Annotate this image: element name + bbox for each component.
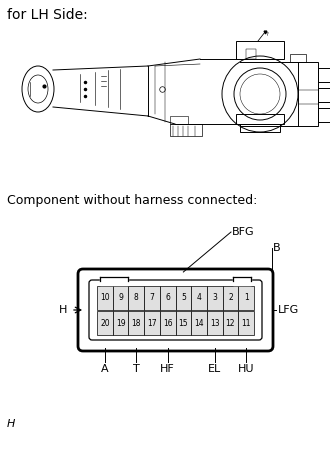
Bar (144, 286, 160, 310)
Bar (236, 41, 284, 59)
Text: 16: 16 (163, 318, 173, 327)
Text: H: H (7, 419, 16, 429)
Bar (223, 286, 238, 310)
Bar (97, 311, 113, 335)
Bar (176, 311, 191, 335)
Bar (238, 311, 254, 335)
Text: A: A (101, 364, 109, 374)
Text: 3: 3 (212, 294, 217, 303)
Bar (240, 124, 280, 132)
Text: B: B (273, 243, 280, 253)
Bar (318, 68, 330, 82)
Text: 6: 6 (165, 294, 170, 303)
Text: 15: 15 (179, 318, 188, 327)
Bar (246, 49, 256, 59)
Bar (318, 108, 330, 122)
Bar (128, 286, 144, 310)
Bar (318, 88, 330, 102)
Bar (144, 311, 160, 335)
Text: 9: 9 (118, 294, 123, 303)
Text: BFG: BFG (232, 227, 255, 237)
Text: 14: 14 (194, 318, 204, 327)
Bar (176, 286, 191, 310)
Bar (160, 286, 176, 310)
Text: T: T (133, 364, 140, 374)
Text: 1: 1 (244, 294, 248, 303)
Text: 7: 7 (149, 294, 154, 303)
Text: 4: 4 (197, 294, 202, 303)
Text: 19: 19 (116, 318, 125, 327)
Text: LFG: LFG (278, 305, 299, 315)
Bar (298, 62, 318, 126)
Bar (290, 54, 306, 62)
Bar (160, 311, 176, 335)
Bar (233, 273, 251, 285)
Bar (207, 311, 223, 335)
Bar (97, 286, 113, 310)
Text: 2: 2 (228, 294, 233, 303)
Text: HU: HU (238, 364, 254, 374)
Bar (191, 311, 207, 335)
Text: Component without harness connected:: Component without harness connected: (7, 194, 257, 207)
Text: HF: HF (160, 364, 175, 374)
Text: for LH Side:: for LH Side: (7, 8, 88, 22)
Text: 10: 10 (100, 294, 110, 303)
Bar (170, 124, 202, 136)
Text: 17: 17 (147, 318, 157, 327)
Text: 20: 20 (100, 318, 110, 327)
Bar (100, 273, 128, 285)
Bar (113, 286, 128, 310)
Text: 18: 18 (131, 318, 141, 327)
Text: 5: 5 (181, 294, 186, 303)
Text: H: H (59, 305, 67, 315)
Bar (113, 311, 128, 335)
Bar (238, 286, 254, 310)
Bar (207, 286, 223, 310)
Bar (223, 311, 238, 335)
Text: 8: 8 (134, 294, 139, 303)
Text: 12: 12 (226, 318, 235, 327)
Bar (128, 311, 144, 335)
Bar (236, 114, 284, 124)
Bar (191, 286, 207, 310)
Text: 13: 13 (210, 318, 219, 327)
Text: ?: ? (266, 32, 269, 37)
Text: EL: EL (208, 364, 221, 374)
Text: 11: 11 (242, 318, 251, 327)
Bar (170, 116, 188, 124)
